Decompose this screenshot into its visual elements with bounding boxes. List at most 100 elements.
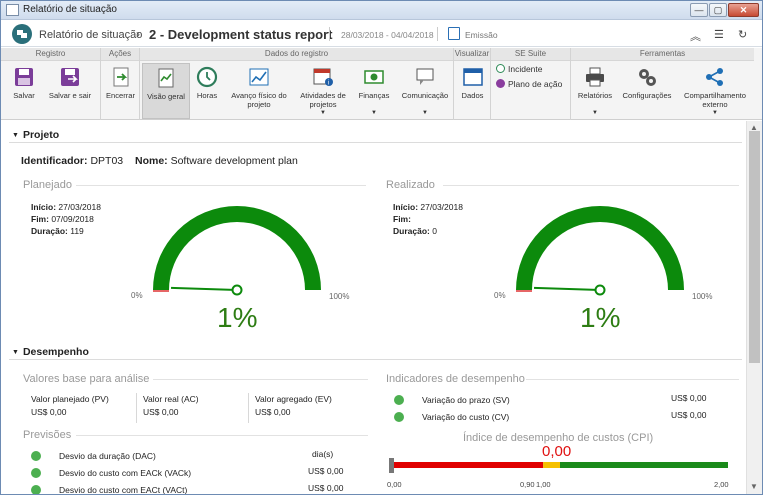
group-title: SE Suite xyxy=(491,48,570,61)
start-value: 27/03/2018 xyxy=(58,202,101,212)
window-data-icon xyxy=(462,68,483,86)
emit-icon[interactable] xyxy=(448,27,460,40)
incident-button[interactable]: Incidente xyxy=(496,64,543,74)
maximize-button[interactable]: ▢ xyxy=(709,3,727,17)
subsection-divider xyxy=(526,379,739,380)
start-label: Início: xyxy=(31,202,57,212)
group-se-suite: SE Suite Incidente Plano de ação xyxy=(491,48,571,120)
end-label: Fim: xyxy=(31,214,49,224)
vact-label: Desvio do custo com EACt (VACt) xyxy=(59,485,188,494)
reports-button[interactable]: Relatórios ▼ xyxy=(573,63,617,119)
cpi-bar xyxy=(389,458,728,473)
dac-label: Desvio da duração (DAC) xyxy=(59,451,156,461)
line-chart-icon xyxy=(249,68,269,86)
scroll-up-arrow-icon[interactable]: ▲ xyxy=(750,123,758,132)
start-value: 27/03/2018 xyxy=(420,202,463,212)
save-button[interactable]: Salvar xyxy=(5,63,43,119)
close-button[interactable]: ✕ xyxy=(728,3,759,17)
external-share-button[interactable]: Compartilhamento externo ▼ xyxy=(677,63,753,119)
actual-gauge-value: 1% xyxy=(580,302,621,333)
physical-progress-button[interactable]: Avanço físico do projeto xyxy=(226,63,292,119)
minimize-button[interactable]: — xyxy=(690,3,708,17)
vack-value: US$ 0,00 xyxy=(308,466,344,476)
subsection-divider xyxy=(153,379,368,380)
group-visualizar: Visualizar Dados xyxy=(454,48,491,120)
finance-button[interactable]: Finanças ▼ xyxy=(352,63,396,119)
group-title: Dados do registro xyxy=(140,48,453,61)
ac-label: Valor real (AC) xyxy=(143,394,199,404)
hours-label: Horas xyxy=(196,91,218,100)
data-button[interactable]: Dados xyxy=(456,63,489,119)
action-plan-label: Plano de ação xyxy=(508,79,563,89)
status-dot xyxy=(31,468,41,478)
project-activities-button[interactable]: i Atividades de projetos ▼ xyxy=(296,63,350,119)
sv-value: US$ 0,00 xyxy=(671,393,707,403)
gears-icon xyxy=(639,69,656,86)
name-value: Software development plan xyxy=(170,155,298,167)
divider xyxy=(136,393,137,423)
project-identifier: Identificador: DPT03 xyxy=(21,155,123,167)
duration-label: Duração: xyxy=(31,226,68,236)
group-title: Visualizar xyxy=(454,48,490,61)
vertical-scrollbar[interactable]: ▲ ▼ xyxy=(746,121,762,494)
settings-button[interactable]: Configurações xyxy=(619,63,675,119)
cpi-tick: 0,00 xyxy=(387,480,402,489)
group-title: Ferramentas xyxy=(571,48,754,61)
section-header-desempenho[interactable]: ▼ Desempenho xyxy=(12,346,89,358)
close-project-icon xyxy=(113,67,128,87)
communication-icon xyxy=(416,68,434,85)
breadcrumb-app[interactable]: Relatório de situação xyxy=(39,29,143,41)
group-ferramentas: Ferramentas Relatórios ▼ Configurações C… xyxy=(571,48,754,120)
name-label: Nome: xyxy=(135,155,168,167)
end-value: 07/09/2018 xyxy=(51,214,94,224)
hours-button[interactable]: Horas xyxy=(192,63,222,119)
project-name: Nome: Software development plan xyxy=(135,155,298,167)
data-label: Dados xyxy=(461,91,484,100)
start-label: Início: xyxy=(393,202,419,212)
title-bar: Relatório de situação — ▢ ✕ xyxy=(1,1,762,20)
subsection-divider xyxy=(76,435,368,436)
communication-button[interactable]: Comunicação ▼ xyxy=(398,63,452,119)
ev-value: US$ 0,00 xyxy=(255,407,291,417)
communication-label: Comunicação xyxy=(401,91,449,100)
collapse-icon[interactable]: ︽ xyxy=(690,31,701,43)
duration-label: Duração: xyxy=(393,226,430,236)
identifier-label: Identificador: xyxy=(21,155,88,167)
list-icon[interactable]: ☰ xyxy=(714,29,724,41)
group-acoes: Ações Encerrar xyxy=(101,48,140,120)
cpi-zone-low xyxy=(392,462,544,468)
actual-start: Início: 27/03/2018 xyxy=(393,202,463,212)
action-plan-button[interactable]: Plano de ação xyxy=(496,79,562,89)
page-title: 2 - Development status report xyxy=(149,27,333,42)
overview-button[interactable]: Visão geral xyxy=(142,63,190,119)
duration-value: 119 xyxy=(70,226,84,236)
overview-label: Visão geral xyxy=(147,92,185,101)
action-plan-icon xyxy=(496,79,505,88)
collapse-triangle-icon: ▼ xyxy=(12,132,19,139)
gauge-arc xyxy=(153,206,321,290)
gauge-needle-hub xyxy=(594,284,606,296)
sv-label: Variação do prazo (SV) xyxy=(422,395,510,405)
app-logo-icon xyxy=(12,24,32,44)
section-title: Desempenho xyxy=(22,346,89,358)
group-dados-registro: Dados do registro Visão geral Horas Avan… xyxy=(140,48,454,120)
save-and-exit-button[interactable]: Salvar e sair xyxy=(45,63,95,119)
refresh-icon[interactable]: ↻ xyxy=(738,29,748,41)
scroll-down-arrow-icon[interactable]: ▼ xyxy=(750,482,758,491)
planned-progress-gauge xyxy=(153,206,321,296)
cpi-title: Índice de desempenho de custos (CPI) xyxy=(463,432,654,444)
scroll-thumb[interactable] xyxy=(749,131,760,363)
dropdown-arrow-icon: ▼ xyxy=(320,110,326,116)
actual-duration: Duração: 0 xyxy=(393,226,437,236)
section-header-projeto[interactable]: ▼ Projeto xyxy=(12,129,59,141)
planned-gauge-max: 100% xyxy=(329,292,350,301)
money-icon xyxy=(364,70,384,84)
ev-label: Valor agregado (EV) xyxy=(255,394,332,404)
cpi-zone-mid xyxy=(543,462,560,468)
vack-label: Desvio do custo com EACk (VACk) xyxy=(59,468,192,478)
status-dot xyxy=(394,395,404,405)
report-date-range: 28/03/2018 - 04/04/2018 xyxy=(341,30,434,40)
close-project-button[interactable]: Encerrar xyxy=(102,63,139,119)
emit-button[interactable]: Emissão xyxy=(465,30,498,40)
breadcrumb-separator: › xyxy=(136,27,140,41)
